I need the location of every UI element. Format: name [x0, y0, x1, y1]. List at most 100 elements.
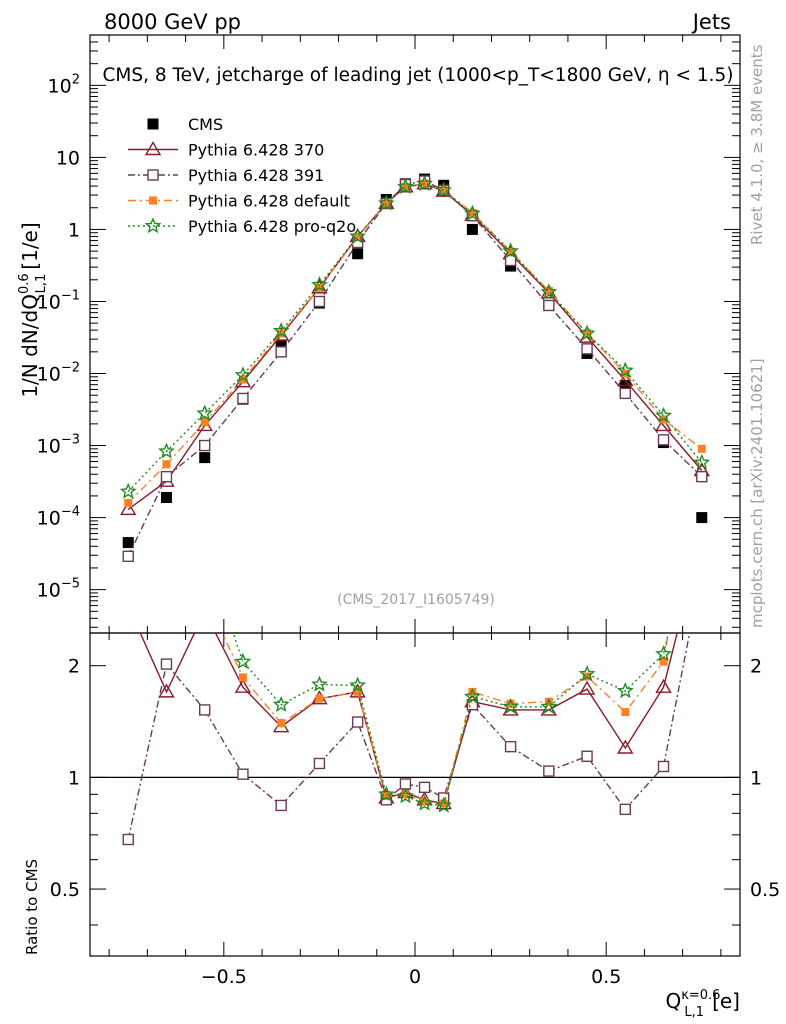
ratio-point-proq2	[349, 676, 367, 693]
ratio-point-p391	[351, 716, 364, 728]
point-pdefault	[162, 460, 171, 469]
ratio-point-proq2	[578, 665, 596, 682]
ratio-point-pdefault	[401, 790, 410, 799]
x-tick-label: 0.5	[591, 966, 621, 988]
point-proq2	[578, 324, 596, 341]
y-tick-label: 10	[56, 147, 80, 169]
ratio-y-tick-label-right: 0.5	[750, 879, 780, 901]
point-pdefault	[382, 199, 391, 208]
ratio-point-p391	[543, 765, 555, 777]
ratio-point-pdefault	[277, 719, 286, 728]
ratio-point-p391	[237, 768, 249, 780]
point-p391	[313, 295, 326, 308]
y-title-main: 1/N dN/dQ	[18, 294, 42, 398]
y-tick-label: 10−4	[37, 505, 80, 530]
legend-marker-pdefault	[149, 196, 157, 205]
point-p391	[237, 392, 249, 405]
ratio-point-pdefault	[621, 708, 630, 717]
point-pdefault	[468, 208, 477, 217]
ratio-point-proq2	[311, 675, 328, 692]
point-p391	[199, 439, 211, 452]
ratio-point-proq2	[616, 682, 634, 699]
ratio-line-proq2	[232, 633, 670, 807]
ratio-point-pdefault	[420, 797, 429, 806]
y-tick-label: 1	[68, 219, 80, 241]
point-pdefault	[401, 182, 410, 191]
point-p391	[657, 434, 670, 446]
ratio-y-tick-label: 2	[68, 656, 80, 678]
plot-title: CMS, 8 TeV, jetcharge of leading jet (10…	[102, 65, 733, 86]
point-proq2	[693, 453, 711, 470]
series-line-p370	[127, 183, 703, 510]
point-proq2	[502, 242, 519, 259]
legend-label-data: CMS	[188, 115, 223, 134]
point-data	[160, 492, 172, 504]
main-y-axis-title: 1/N dN/dQ0.6 L,1 [1/e]	[17, 222, 49, 397]
point-p391	[275, 346, 287, 358]
point-data	[466, 223, 478, 235]
ratio-panel-frame	[89, 632, 741, 957]
ratio-point-p391	[275, 799, 287, 812]
ratio-point-p391	[313, 757, 326, 770]
point-proq2	[158, 442, 175, 459]
ratio-point-proq2	[234, 652, 252, 669]
series-line-pdefault	[127, 183, 703, 504]
analysis-label: (CMS_2017_I1605749)	[337, 592, 495, 608]
point-data	[696, 512, 708, 524]
legend-label-p391: Pythia 6.428 391	[188, 166, 324, 185]
ratio-point-pdefault	[659, 657, 668, 666]
point-p391	[122, 550, 134, 563]
point-p391	[543, 299, 555, 312]
y-tick-label: 10−1	[37, 288, 80, 313]
y-tick-label: 10−2	[37, 361, 80, 386]
point-data	[199, 452, 211, 464]
ratio-y-tick-label: 1	[68, 767, 80, 789]
point-p370	[617, 372, 634, 387]
point-pdefault	[238, 375, 247, 384]
point-proq2	[196, 404, 214, 421]
point-proq2	[540, 283, 558, 300]
ratio-point-proq2	[377, 785, 395, 802]
ratio-y-tick-label-right: 1	[750, 767, 762, 789]
point-data	[122, 537, 134, 549]
ratio-point-proq2	[502, 697, 519, 714]
x-title: Q	[665, 989, 681, 1013]
point-pdefault	[506, 247, 515, 256]
y-tick-label: 10−3	[37, 433, 80, 458]
process-label: Jets	[691, 10, 731, 34]
ratio-point-proq2	[397, 787, 414, 804]
ratio-point-p391	[122, 833, 134, 846]
point-data	[275, 339, 287, 351]
ratio-point-p391	[399, 778, 412, 790]
legend: CMS Pythia 6.428 370 Pythia 6.428 391 Pythi…	[128, 115, 356, 236]
point-proq2	[119, 482, 137, 499]
ratio-point-proq2	[272, 695, 290, 712]
ratio-point-p391	[418, 781, 431, 794]
ratio-series-layer	[122, 633, 691, 846]
point-p391	[696, 470, 708, 483]
ratio-y-tick-label-right: 2	[750, 656, 762, 678]
point-p391	[160, 470, 173, 483]
legend-marker-data	[147, 118, 159, 130]
legend-marker-p370	[144, 141, 162, 156]
ratio-point-p370	[578, 680, 596, 695]
legend-marker-p391	[147, 169, 159, 181]
point-pdefault	[200, 418, 209, 427]
point-proq2	[272, 322, 290, 339]
y-title-sup: 0.6	[17, 273, 32, 294]
legend-marker-proq2	[144, 217, 162, 234]
point-data	[352, 248, 364, 260]
x-tick-label: 0	[409, 966, 421, 988]
point-pdefault	[583, 329, 592, 338]
y-tick-label: 102	[48, 72, 80, 97]
ratio-point-pdefault	[382, 792, 391, 801]
point-p370	[655, 417, 672, 432]
ratio-line-p370	[139, 633, 678, 805]
point-pdefault	[353, 233, 362, 242]
ratio-point-pdefault	[238, 673, 247, 682]
ratio-y-tick-label: 0.5	[50, 879, 80, 901]
y-title-unit: [1/e]	[18, 222, 42, 269]
point-p370	[120, 500, 137, 516]
ratio-point-p370	[617, 739, 634, 754]
